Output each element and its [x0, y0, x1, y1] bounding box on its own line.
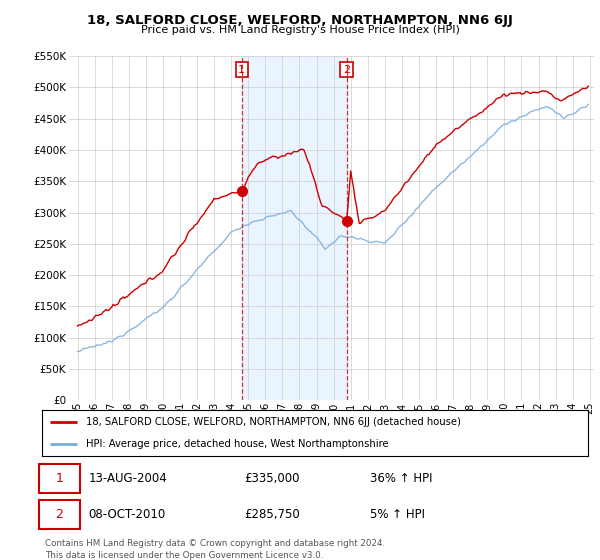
Text: 1: 1 [56, 472, 64, 485]
Text: 18, SALFORD CLOSE, WELFORD, NORTHAMPTON, NN6 6JJ: 18, SALFORD CLOSE, WELFORD, NORTHAMPTON,… [87, 14, 513, 27]
Text: 18, SALFORD CLOSE, WELFORD, NORTHAMPTON, NN6 6JJ (detached house): 18, SALFORD CLOSE, WELFORD, NORTHAMPTON,… [86, 417, 461, 427]
Text: Contains HM Land Registry data © Crown copyright and database right 2024.
This d: Contains HM Land Registry data © Crown c… [45, 539, 385, 559]
Text: 2: 2 [343, 64, 350, 74]
FancyBboxPatch shape [39, 500, 80, 529]
FancyBboxPatch shape [39, 464, 80, 493]
Text: 36% ↑ HPI: 36% ↑ HPI [370, 472, 432, 485]
Text: 5% ↑ HPI: 5% ↑ HPI [370, 508, 425, 521]
Text: HPI: Average price, detached house, West Northamptonshire: HPI: Average price, detached house, West… [86, 439, 388, 449]
Text: 08-OCT-2010: 08-OCT-2010 [88, 508, 166, 521]
Text: 1: 1 [238, 64, 245, 74]
Bar [242, 56, 347, 400]
Text: 2: 2 [56, 508, 64, 521]
Text: Price paid vs. HM Land Registry's House Price Index (HPI): Price paid vs. HM Land Registry's House … [140, 25, 460, 35]
Text: £285,750: £285,750 [244, 508, 300, 521]
Text: 13-AUG-2004: 13-AUG-2004 [88, 472, 167, 485]
Text: £335,000: £335,000 [244, 472, 299, 485]
